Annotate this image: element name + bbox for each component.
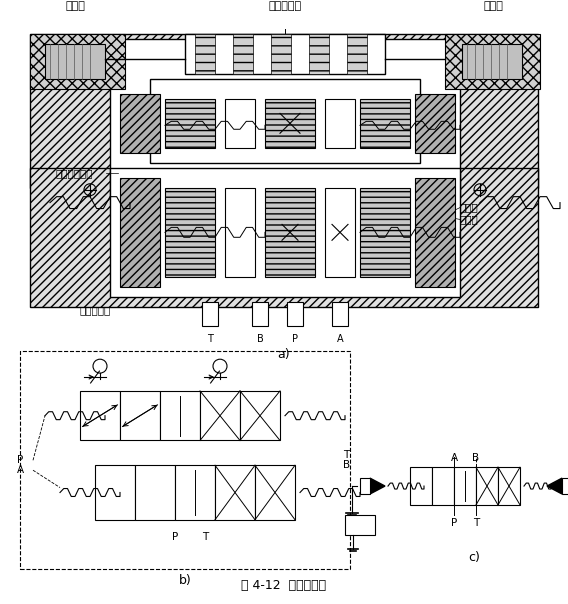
Text: B: B: [343, 460, 350, 471]
Bar: [20, 352, 350, 570]
Text: 电磁铁: 电磁铁: [65, 1, 85, 11]
Text: P: P: [17, 455, 23, 465]
Bar: [325, 188, 355, 277]
Bar: [345, 515, 375, 535]
Polygon shape: [370, 478, 385, 494]
Bar: [185, 34, 385, 74]
Text: 电磁阀阀芯: 电磁阀阀芯: [269, 1, 302, 11]
Bar: [454, 467, 476, 505]
Bar: [265, 98, 315, 148]
Bar: [498, 467, 520, 505]
Bar: [265, 188, 315, 277]
Bar: [95, 465, 135, 520]
Bar: [445, 34, 540, 89]
Bar: [225, 98, 255, 148]
Bar: [360, 478, 370, 494]
Bar: [200, 391, 240, 440]
Bar: [45, 44, 105, 79]
Bar: [332, 302, 348, 327]
Bar: [30, 168, 538, 307]
Bar: [225, 188, 255, 277]
Text: A: A: [337, 335, 343, 344]
Text: 单向阀节流阀: 单向阀节流阀: [55, 168, 93, 178]
Bar: [120, 178, 160, 287]
Text: 节流阀: 节流阀: [460, 202, 479, 213]
Bar: [30, 34, 538, 188]
Bar: [110, 39, 460, 198]
Text: 电磁铁: 电磁铁: [483, 1, 503, 11]
Text: 单向阀: 单向阀: [460, 214, 479, 225]
Bar: [80, 391, 120, 440]
Bar: [309, 34, 329, 74]
Text: T: T: [473, 518, 479, 528]
Bar: [215, 465, 255, 520]
Text: B: B: [473, 453, 479, 463]
Bar: [135, 465, 175, 520]
Bar: [150, 79, 420, 163]
Bar: [462, 44, 522, 79]
Bar: [432, 467, 454, 505]
Bar: [240, 391, 280, 440]
Text: P: P: [172, 532, 178, 542]
Bar: [120, 94, 160, 153]
Bar: [165, 98, 215, 148]
Bar: [562, 478, 568, 494]
Text: 被动阀阀芯: 被动阀阀芯: [80, 304, 111, 315]
Bar: [360, 98, 410, 148]
Text: T: T: [343, 451, 349, 460]
Bar: [202, 302, 218, 327]
Bar: [30, 34, 125, 89]
Bar: [415, 178, 455, 287]
Bar: [360, 188, 410, 277]
Bar: [110, 168, 460, 297]
Bar: [287, 302, 303, 327]
Bar: [165, 188, 215, 277]
Text: A: A: [450, 453, 458, 463]
Text: B: B: [257, 335, 264, 344]
Bar: [120, 391, 160, 440]
Polygon shape: [547, 478, 562, 494]
Text: P: P: [292, 335, 298, 344]
Bar: [252, 302, 268, 327]
Bar: [415, 94, 455, 153]
Text: P: P: [451, 518, 457, 528]
Text: 图 4-12  电液换向阀: 图 4-12 电液换向阀: [241, 579, 327, 592]
Bar: [175, 465, 215, 520]
Text: T: T: [202, 532, 208, 542]
Text: T: T: [207, 335, 213, 344]
Bar: [410, 467, 432, 505]
Bar: [347, 34, 367, 74]
Bar: [255, 465, 295, 520]
Bar: [233, 34, 253, 74]
Bar: [271, 34, 291, 74]
Bar: [160, 391, 200, 440]
Bar: [195, 34, 215, 74]
Text: a): a): [278, 349, 290, 361]
Text: b): b): [178, 574, 191, 587]
Bar: [476, 467, 498, 505]
Bar: [325, 98, 355, 148]
Text: c): c): [468, 551, 480, 565]
Text: A: A: [17, 465, 24, 475]
